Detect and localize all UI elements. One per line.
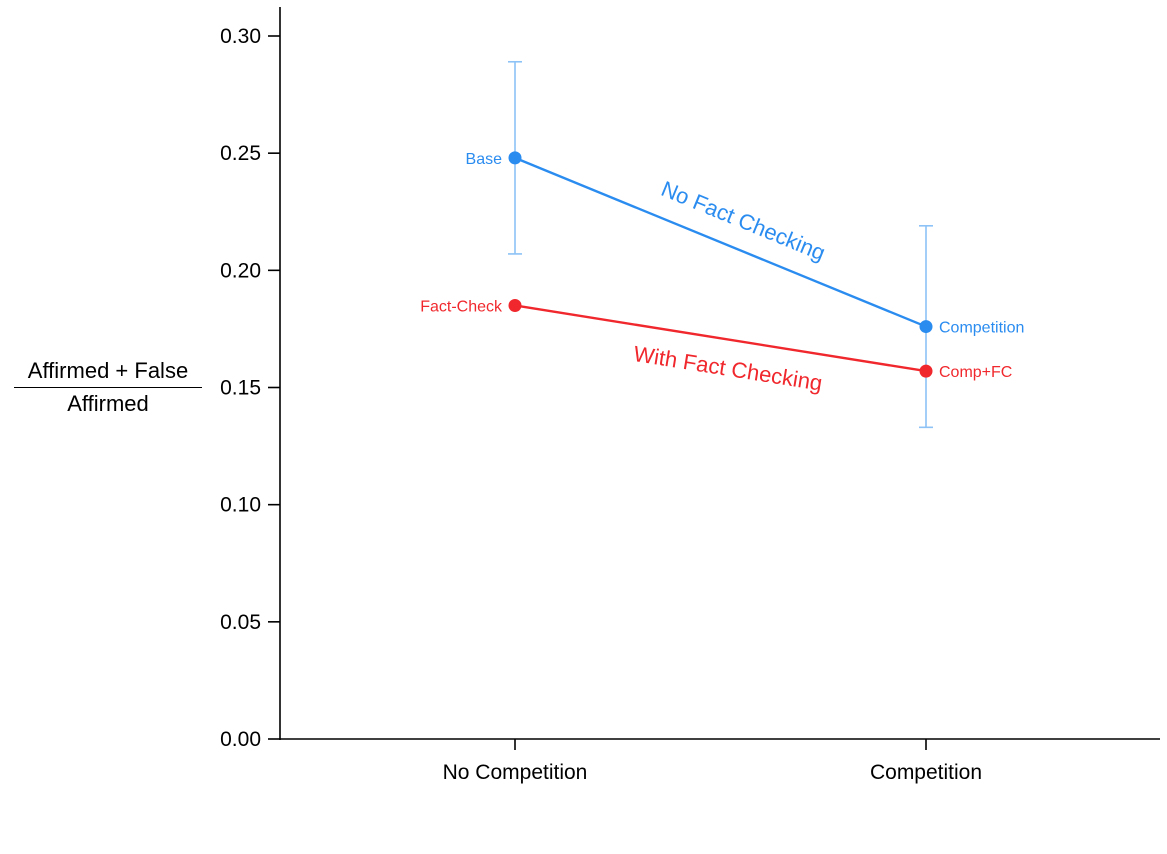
- y-tick-label: 0.00: [220, 728, 261, 751]
- point-label: Comp+FC: [939, 364, 1012, 381]
- data-point-no-fact-checking: [508, 151, 522, 165]
- data-point-with-fact-checking: [508, 298, 522, 312]
- y-tick-label: 0.05: [220, 611, 261, 634]
- y-tick-label: 0.20: [220, 259, 261, 282]
- y-axis-label-numerator: Affirmed + False: [14, 356, 202, 388]
- y-tick-label: 0.10: [220, 494, 261, 517]
- series-line-no-fact-checking: [514, 156, 927, 328]
- y-tick-label: 0.15: [220, 377, 261, 400]
- data-point-with-fact-checking: [919, 364, 933, 378]
- point-label: Competition: [939, 320, 1024, 337]
- y-tick-label: 0.30: [220, 25, 261, 48]
- point-label: Base: [466, 151, 503, 168]
- data-point-no-fact-checking: [919, 320, 933, 334]
- point-label: Fact-Check: [420, 298, 503, 315]
- y-tick-label: 0.25: [220, 142, 261, 165]
- y-axis-label-denominator: Affirmed: [67, 391, 149, 416]
- series-line-with-fact-checking: [514, 304, 927, 373]
- y-axis-label: Affirmed + False Affirmed: [14, 356, 202, 419]
- x-tick-label: No Competition: [443, 761, 588, 784]
- x-tick-label: Competition: [870, 761, 982, 784]
